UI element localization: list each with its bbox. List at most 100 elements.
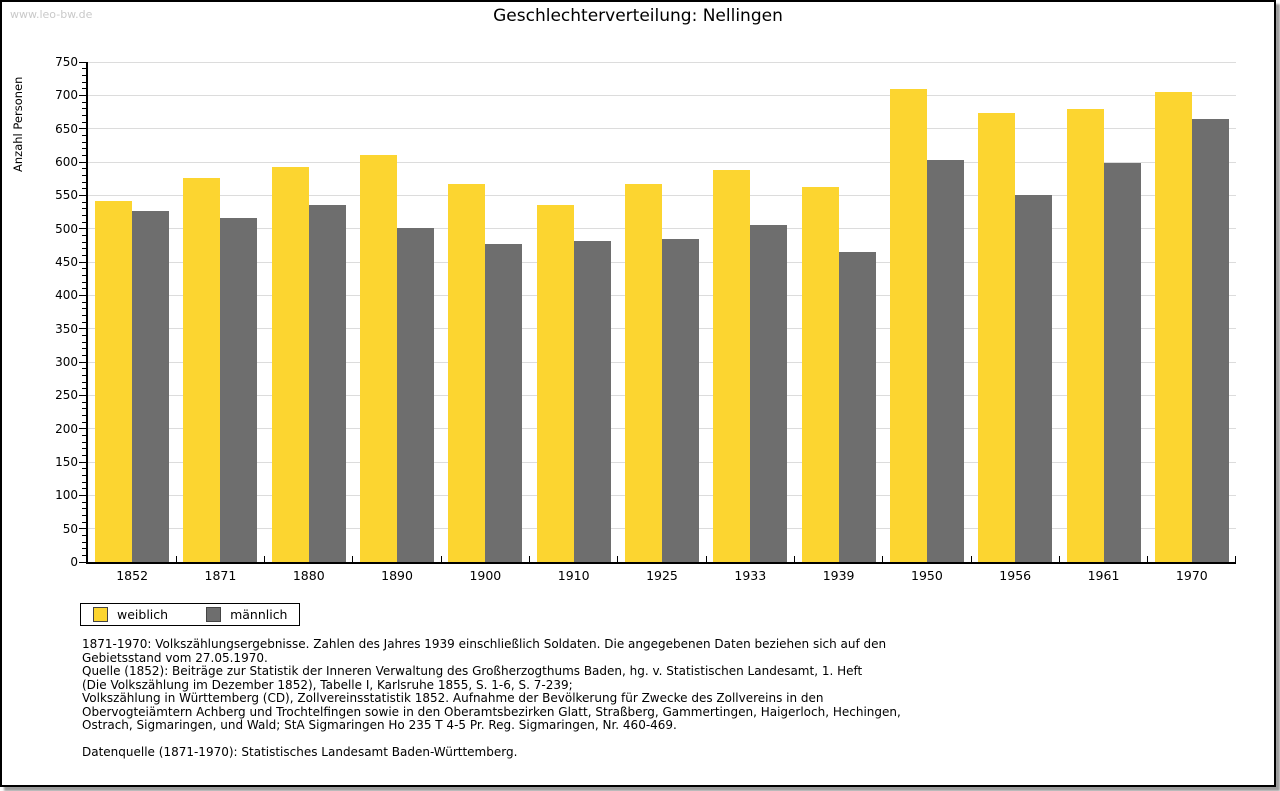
- x-tick-label-1961: 1961: [1087, 568, 1120, 583]
- y-tick-minor-530: [82, 208, 86, 210]
- y-tick-minor-570: [82, 181, 86, 183]
- y-tick-minor-40: [82, 534, 86, 536]
- y-tick-label-550: 550: [55, 188, 78, 203]
- y-tick-minor-410: [82, 288, 86, 290]
- footer-note-line-1: 1871-1970: Volkszählungsergebnisse. Zahl…: [82, 637, 887, 651]
- y-tick-major-700: [79, 94, 86, 96]
- x-boundary-tick-12: [1147, 556, 1149, 562]
- bar-männlich-1950: [926, 160, 964, 562]
- bar-männlich-1956: [1015, 194, 1053, 562]
- y-tick-minor-490: [82, 234, 86, 236]
- y-tick-label-500: 500: [55, 221, 78, 236]
- y-tick-minor-140: [82, 468, 86, 470]
- plot-area: [86, 61, 1236, 564]
- y-tick-minor-540: [82, 201, 86, 203]
- bar-männlich-1852: [132, 211, 170, 562]
- y-tick-major-250: [79, 394, 86, 396]
- y-tick-minor-230: [82, 408, 86, 410]
- y-tick-label-700: 700: [55, 88, 78, 103]
- bar-weiblich-1961: [1066, 108, 1104, 562]
- y-tick-minor-90: [82, 501, 86, 503]
- y-tick-minor-670: [82, 114, 86, 116]
- bar-weiblich-1939: [801, 187, 839, 562]
- bar-weiblich-1933: [713, 170, 751, 562]
- x-tick-label-1956: 1956: [999, 568, 1032, 583]
- y-tick-minor-720: [82, 81, 86, 83]
- y-tick-minor-330: [82, 341, 86, 343]
- bar-weiblich-1890: [360, 154, 398, 562]
- bar-weiblich-1970: [1154, 92, 1192, 562]
- bar-männlich-1890: [397, 228, 435, 562]
- y-tick-major-0: [79, 561, 86, 563]
- y-tick-minor-620: [82, 148, 86, 150]
- y-tick-minor-520: [82, 214, 86, 216]
- y-tick-label-200: 200: [55, 421, 78, 436]
- footer-note-line-2: Gebietsstand vom 27.05.1970.: [82, 650, 268, 665]
- watermark: www.leo-bw.de: [10, 8, 93, 21]
- x-tick-label-1890: 1890: [381, 568, 413, 583]
- gridline-600: [88, 161, 1236, 163]
- y-tick-major-350: [79, 328, 86, 330]
- y-tick-major-150: [79, 461, 86, 463]
- bar-männlich-1910: [573, 241, 611, 562]
- chart-area: Anzahl Personen 0 50 100 150 200 250 300 350 400…: [2, 2, 1274, 602]
- bar-männlich-1925: [662, 239, 699, 562]
- x-tick-label-1852: 1852: [116, 568, 149, 583]
- y-tick-minor-290: [82, 368, 86, 370]
- y-tick-minor-220: [82, 414, 86, 416]
- y-tick-minor-660: [82, 121, 86, 123]
- y-tick-major-500: [79, 228, 86, 230]
- x-boundary-tick-6: [617, 556, 619, 562]
- x-tick-label-1880: 1880: [292, 568, 325, 583]
- y-tick-minor-510: [82, 221, 86, 223]
- x-boundary-tick-2: [264, 556, 266, 562]
- y-tick-minor-280: [82, 374, 86, 376]
- bar-weiblich-1852: [95, 201, 133, 562]
- y-tick-label-600: 600: [55, 155, 78, 169]
- bar-weiblich-1880: [271, 167, 309, 562]
- x-boundary-tick-4: [440, 556, 442, 562]
- y-tick-minor-210: [82, 421, 86, 423]
- y-tick-minor-460: [82, 254, 86, 256]
- y-tick-label-50: 50: [62, 521, 78, 536]
- bar-männlich-1880: [308, 205, 346, 562]
- x-boundary-tick-10: [970, 556, 972, 562]
- y-tick-label-450: 450: [55, 255, 78, 269]
- legend-item-männlich: männlich: [206, 607, 287, 622]
- x-tick-label-1939: 1939: [822, 568, 855, 583]
- y-tick-major-450: [79, 261, 86, 263]
- x-tick-label-1871: 1871: [204, 568, 237, 583]
- y-tick-label-750: 750: [55, 55, 78, 69]
- x-boundary-tick-11: [1058, 556, 1060, 562]
- y-tick-minor-20: [82, 548, 86, 550]
- y-tick-major-100: [79, 494, 86, 496]
- y-tick-minor-30: [82, 541, 86, 543]
- y-tick-minor-180: [82, 441, 86, 443]
- y-tick-label-250: 250: [55, 388, 78, 403]
- x-tick-label-1900: 1900: [469, 568, 502, 583]
- y-tick-minor-690: [82, 101, 86, 103]
- y-tick-minor-380: [82, 308, 86, 310]
- bar-weiblich-1950: [889, 88, 927, 562]
- y-tick-minor-560: [82, 188, 86, 190]
- y-tick-major-650: [79, 128, 86, 130]
- page-title: Geschlechterverteilung: Nellingen: [493, 6, 783, 26]
- x-boundary-tick-1: [175, 556, 177, 562]
- y-tick-minor-470: [82, 248, 86, 250]
- footer-note-line-6: Obervogteiämtern Achberg und Trochtelfin…: [82, 704, 901, 719]
- y-tick-label-300: 300: [55, 355, 78, 369]
- y-tick-label-350: 350: [55, 321, 78, 336]
- bar-weiblich-1871: [183, 178, 221, 562]
- y-tick-major-750: [79, 61, 86, 63]
- y-tick-minor-430: [82, 274, 86, 276]
- footer-note-line-4: (Die Volkszählung im Dezember 1852), Tab…: [82, 677, 573, 692]
- y-tick-label-100: 100: [55, 488, 78, 503]
- y-tick-label-400: 400: [55, 288, 78, 303]
- y-tick-minor-420: [82, 281, 86, 283]
- y-tick-minor-70: [82, 514, 86, 516]
- legend-swatch-männlich: [206, 607, 222, 622]
- y-tick-label-150: 150: [55, 455, 78, 469]
- legend: weiblich männlich: [80, 603, 301, 626]
- footer-datasource: Datenquelle (1871-1970): Statistisches L…: [82, 744, 518, 759]
